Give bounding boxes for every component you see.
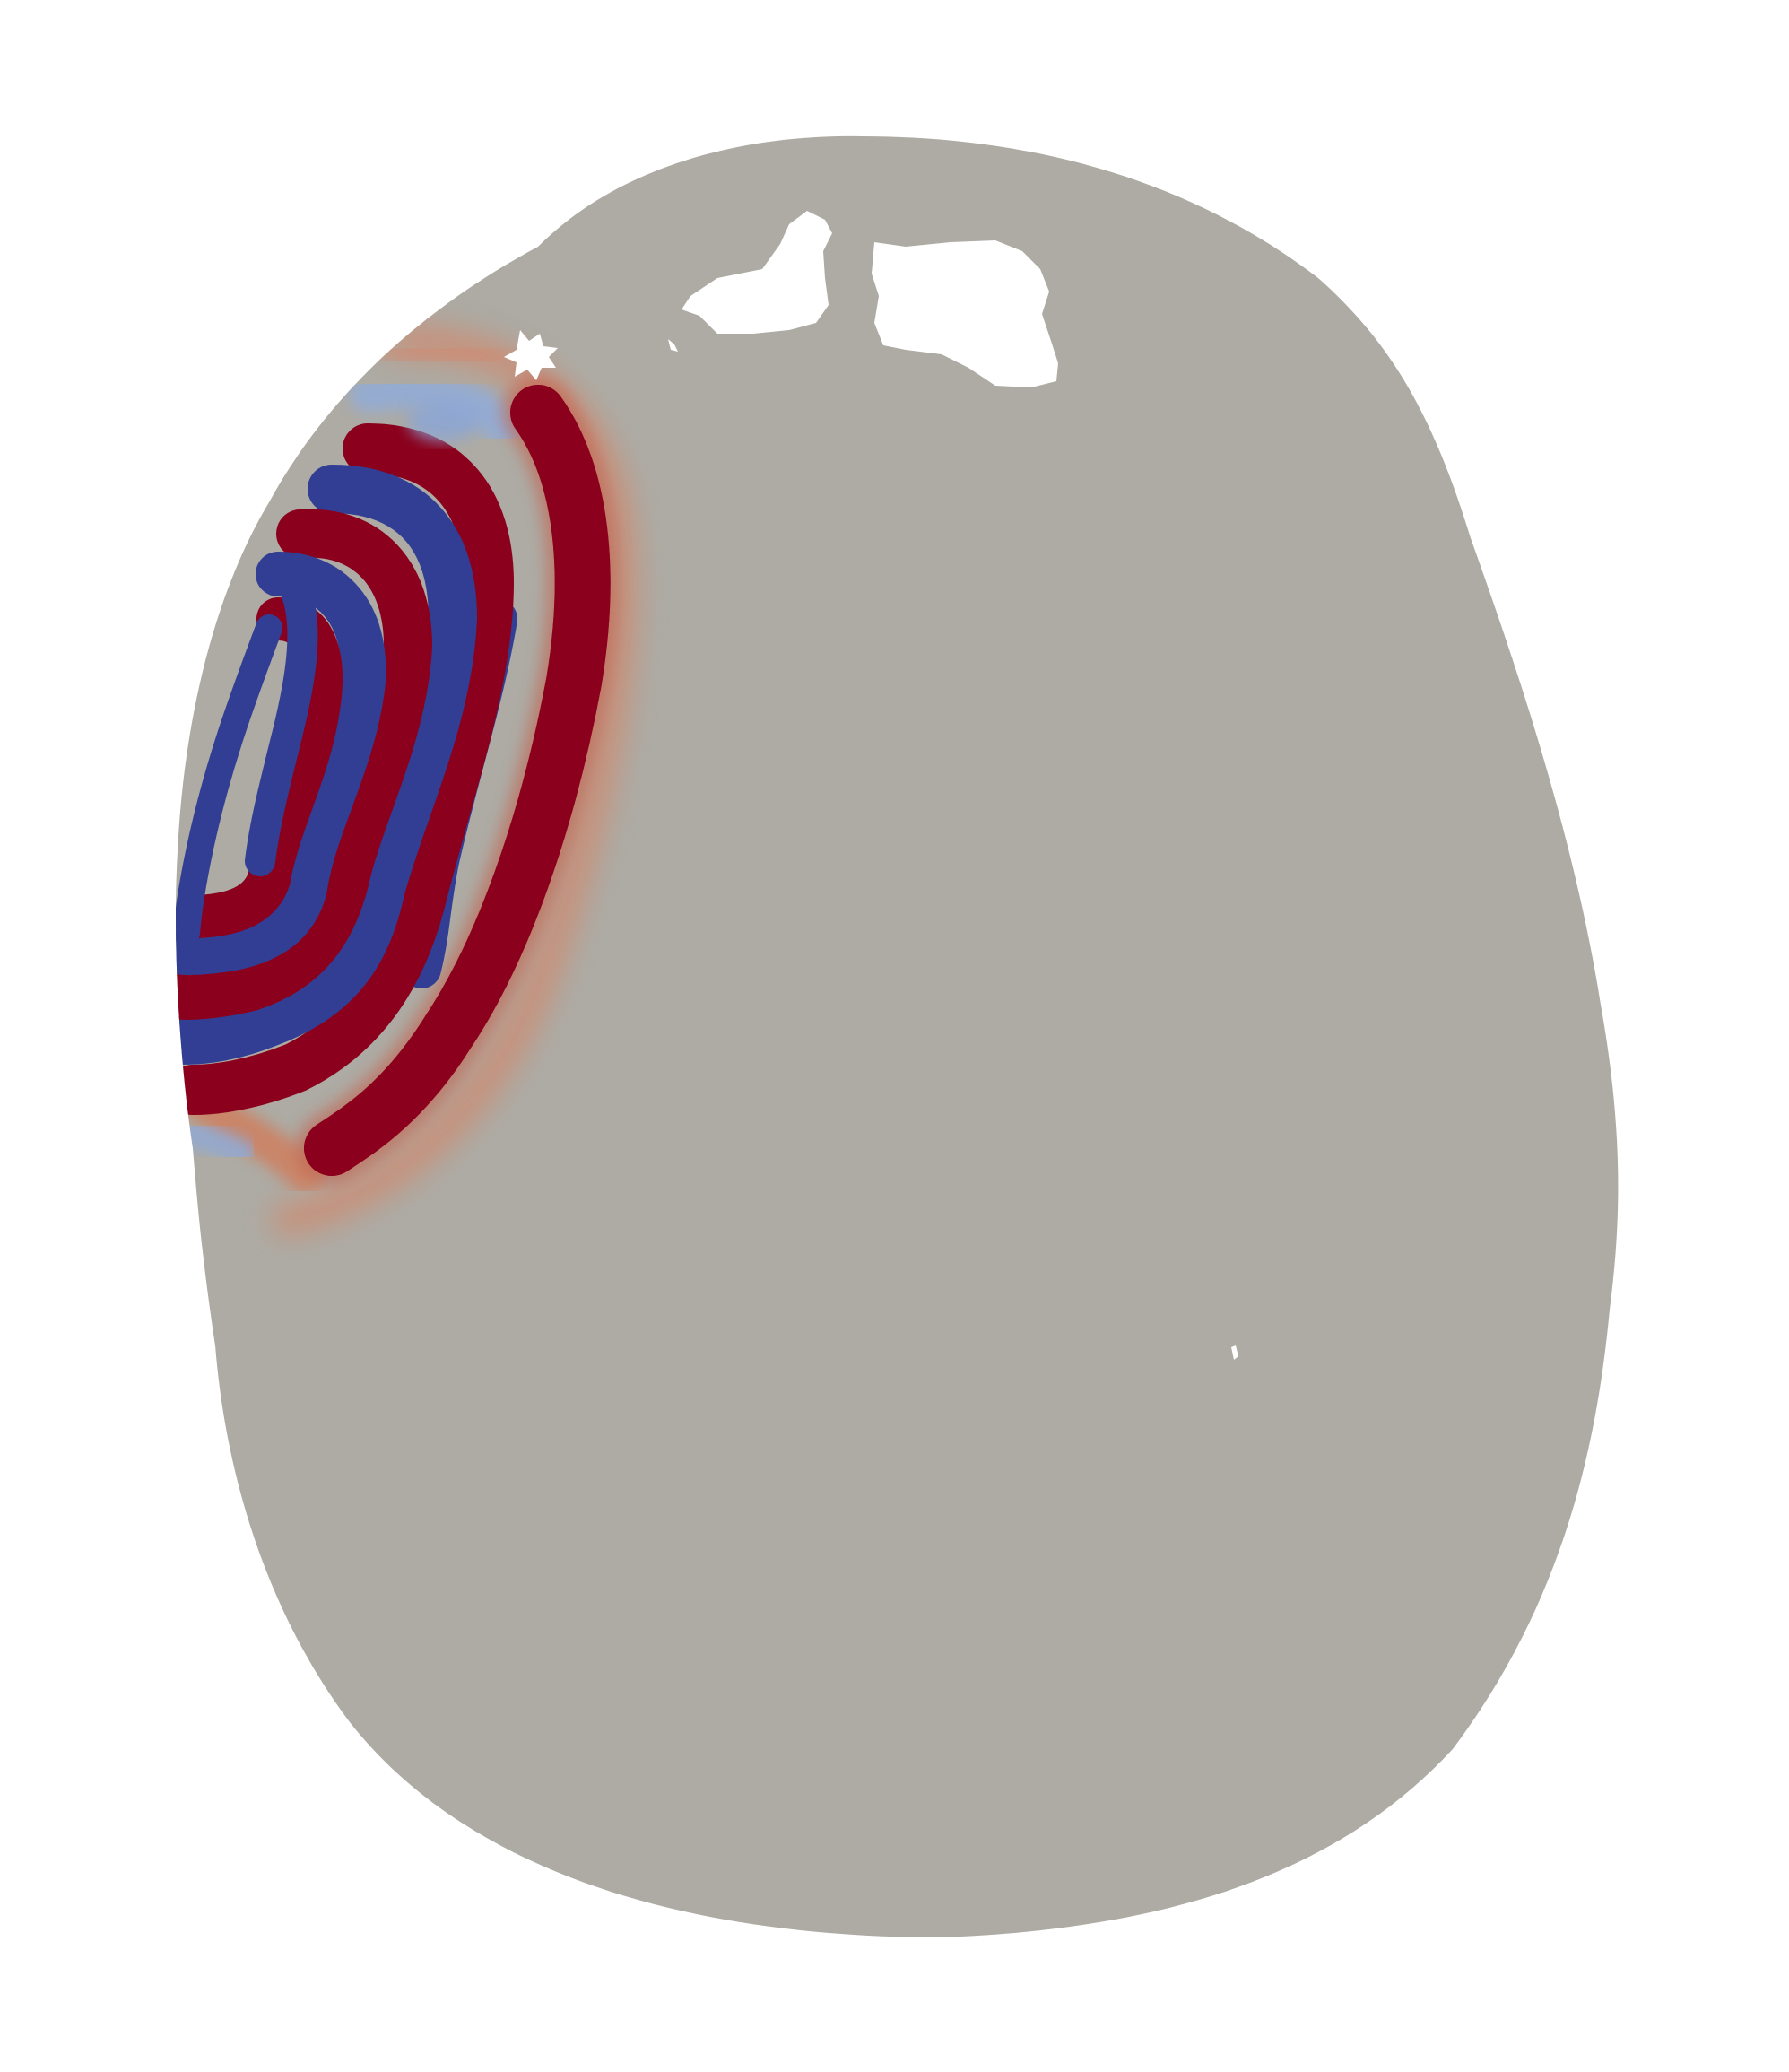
hole-star: [504, 330, 558, 380]
band-blue-3: [175, 552, 386, 975]
hole-tiny: [1231, 1345, 1238, 1360]
band-blue-core: [245, 577, 318, 876]
band-red-2: [175, 423, 515, 1115]
domain-body: [175, 135, 1619, 1937]
band-blue-2: [175, 465, 478, 1065]
band-faint-warm-top: [374, 338, 505, 370]
hole-left: [682, 211, 832, 334]
band-red-1-core: [304, 385, 611, 1176]
band-light-cool-patch: [408, 402, 480, 441]
band-faint-cool-outer: [350, 373, 520, 448]
band-blue-edge: [175, 614, 282, 946]
hole-right: [872, 240, 1058, 387]
domain-holes: [504, 211, 1238, 1360]
hole-small-bottom-left: [668, 339, 678, 352]
wavefront-bands: [175, 326, 637, 1235]
band-red-3: [175, 509, 433, 1020]
